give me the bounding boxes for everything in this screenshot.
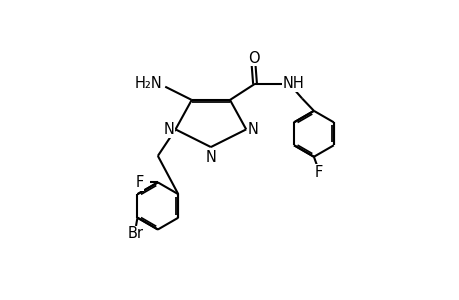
- Text: F: F: [313, 165, 322, 180]
- Text: N: N: [247, 122, 258, 137]
- Text: N: N: [205, 150, 216, 165]
- Text: NH: NH: [282, 76, 304, 91]
- Text: H₂N: H₂N: [134, 76, 162, 91]
- Text: N: N: [163, 122, 174, 137]
- Text: F: F: [135, 175, 143, 190]
- Text: Br: Br: [128, 226, 144, 242]
- Text: O: O: [247, 51, 259, 66]
